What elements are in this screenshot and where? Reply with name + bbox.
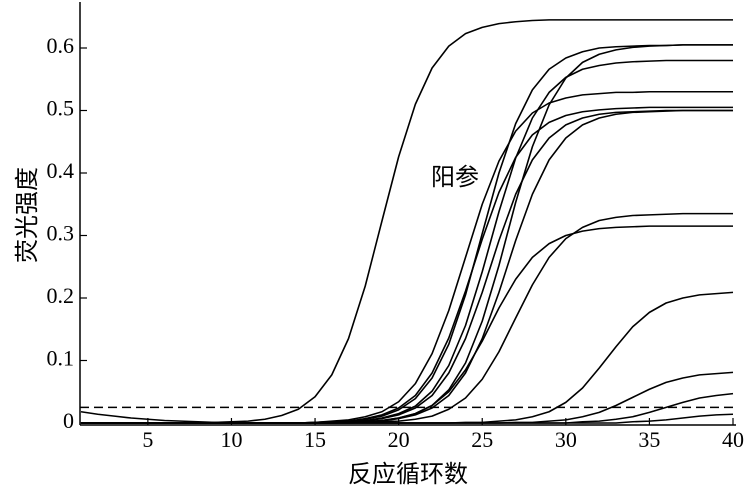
x-tick-label: 15 [304,427,326,452]
x-tick-label: 35 [638,427,660,452]
y-tick-label: 0.2 [47,283,75,308]
y-tick-label: 0.3 [47,221,75,246]
x-axis-title: 反应循环数 [348,460,468,488]
x-tick-label: 10 [220,427,242,452]
x-tick-label: 30 [555,427,577,452]
x-tick-label: 20 [388,427,410,452]
amplification-curve [81,44,733,424]
y-tick-label: 0.1 [47,346,75,371]
annotation: 阳参 [431,163,479,191]
amplification-curve [81,59,733,424]
y-tick-label: 0.5 [47,96,75,121]
amplification-curve [81,90,733,424]
x-tick-label: 5 [142,427,153,452]
y-tick-label: 0.4 [47,158,75,183]
amplification-curve [80,392,734,424]
amplification-curve [81,44,733,424]
x-tick-label: 40 [722,427,744,452]
y-axis-title: 荧光强度 [13,167,41,263]
amplification-curve [81,109,733,424]
amplification-curve [81,109,733,424]
amplification-curve [81,19,733,424]
y-tick-label: 0 [63,408,74,433]
amplification-curve [81,413,734,424]
y-tick-label: 0.6 [47,33,75,58]
amplification-curve [81,106,733,424]
x-tick-label: 25 [471,427,493,452]
